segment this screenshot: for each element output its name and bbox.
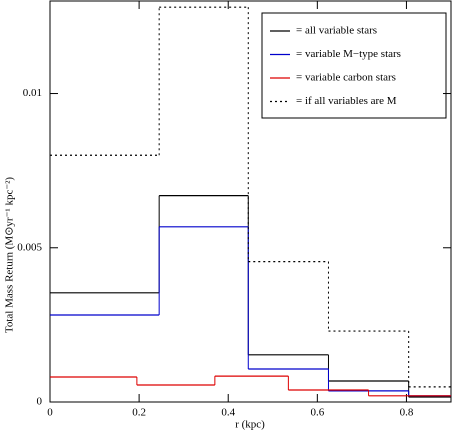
x-tick-label: 0.6 [310, 407, 324, 419]
legend-label: = if all variables are M [296, 95, 397, 107]
y-tick-label: 0.005 [17, 241, 42, 253]
x-tick-label: 0.4 [221, 407, 235, 419]
x-tick-label: 0 [47, 407, 53, 419]
legend-label: = variable M−type stars [296, 48, 401, 60]
legend-box [261, 12, 447, 119]
y-tick-label: 0 [37, 396, 43, 408]
x-tick-label: 0.8 [400, 407, 414, 419]
x-tick-label: 0.2 [132, 407, 146, 419]
y-tick-label: 0.01 [23, 87, 42, 99]
x-axis-label: r (kpc) [235, 419, 265, 431]
plot-frame [49, 0, 452, 403]
legend-label: = all variable stars [296, 25, 377, 37]
y-axis-label: Total Mass Return (M⊙yr⁻¹ kpc⁻²) [4, 177, 16, 334]
legend-label: = variable carbon stars [296, 72, 396, 84]
